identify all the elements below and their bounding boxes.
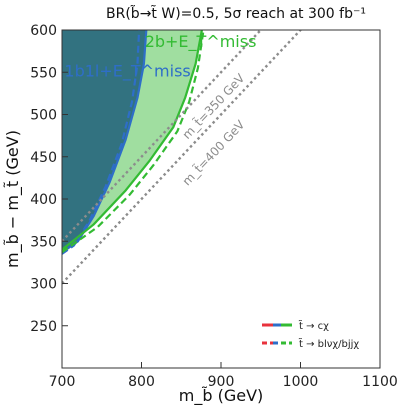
y-tick-label: 550: [30, 65, 57, 81]
x-tick-label: 700: [49, 374, 76, 390]
region-layer: [62, 30, 205, 255]
region-label-green: 2b+E_T^miss: [145, 32, 257, 52]
y-axis-label: m_b̃ − m_t̃ (GeV): [3, 130, 23, 268]
y-tick-label: 500: [30, 108, 57, 124]
legend-label: t̃ → blνχ/bjjχ: [298, 337, 360, 350]
x-tick-label: 1100: [362, 374, 398, 390]
reference-line-350: [62, 30, 263, 243]
reference-line-400: [62, 30, 303, 285]
y-tick-label: 400: [30, 192, 57, 208]
x-tick-label: 800: [128, 374, 155, 390]
y-tick-label: 250: [30, 319, 57, 335]
legend-label: t̃ → cχ: [298, 319, 329, 332]
y-axis: 250 300 350 400 450 500 550 600: [30, 23, 68, 335]
x-axis-label: m_b̃ (GeV): [179, 386, 264, 406]
y-tick-label: 450: [30, 150, 57, 166]
y-tick-label: 300: [30, 277, 57, 293]
boundary-solid-green: [62, 30, 203, 251]
x-tick-label: 1000: [283, 374, 319, 390]
region-label-blue: 1b1l+E_T^miss: [64, 62, 190, 82]
boundary-solid-blue: [65, 30, 148, 251]
chart-title: BR(b̃→t̃ W)=0.5, 5σ reach at 300 fb⁻¹: [106, 5, 366, 22]
x-tick-label: 900: [208, 374, 235, 390]
legend: t̃ → cχ t̃ → blνχ/bjjχ: [262, 319, 359, 350]
boundary-dashed-green: [62, 30, 205, 254]
y-tick-label: 350: [30, 234, 57, 250]
reference-line-layer: [62, 30, 303, 285]
boundary-dashed-blue: [62, 30, 141, 255]
region-fill-blue: [62, 30, 147, 250]
x-axis: 700 800 900 1000 1100: [49, 362, 398, 390]
y-tick-label: 600: [30, 23, 57, 39]
